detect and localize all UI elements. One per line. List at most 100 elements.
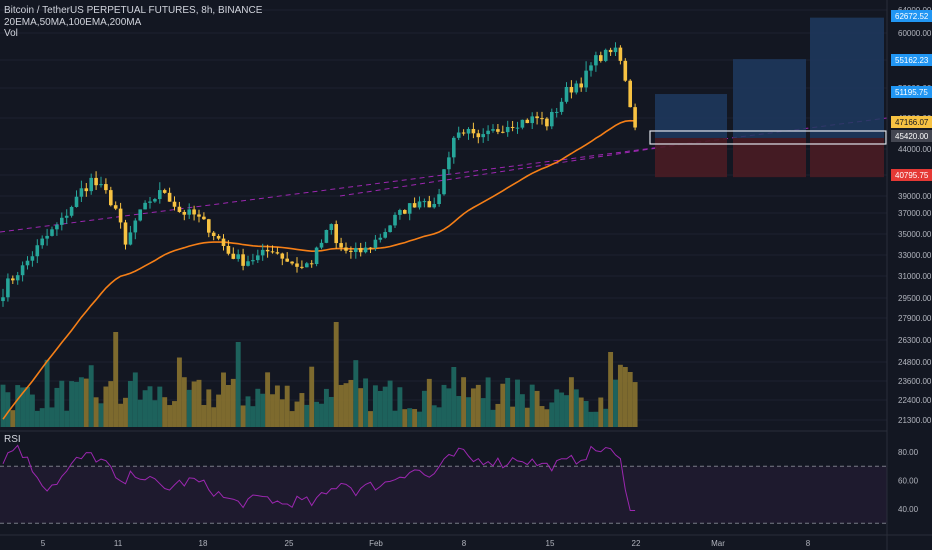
candle-body xyxy=(422,201,427,203)
volume-bar xyxy=(260,393,266,427)
candle xyxy=(265,244,270,258)
volume-bar xyxy=(446,388,452,427)
candle xyxy=(559,97,564,115)
price-tag-label: 55162.23 xyxy=(895,56,929,65)
volume-bar xyxy=(583,400,589,427)
volume-bar xyxy=(421,390,427,427)
candle xyxy=(314,246,319,267)
candle-body xyxy=(388,225,392,233)
volume-bar xyxy=(44,359,50,427)
candle-body xyxy=(329,224,334,230)
candle-body xyxy=(398,210,402,215)
time-axis-label: 8 xyxy=(806,539,811,548)
volume-bar xyxy=(294,401,300,427)
candle xyxy=(496,124,500,135)
volume-bar xyxy=(29,394,35,427)
candle-body xyxy=(456,132,461,138)
volume-bar xyxy=(613,379,618,427)
candle xyxy=(197,209,201,223)
time-axis-label: 8 xyxy=(462,539,467,548)
candle-body xyxy=(113,205,118,209)
candle xyxy=(383,228,387,239)
candle-body xyxy=(280,253,285,259)
volume-bar xyxy=(598,397,604,427)
candle xyxy=(339,237,343,252)
volume-bar xyxy=(289,411,295,427)
candle-body xyxy=(628,80,632,108)
volume-bar xyxy=(353,360,359,427)
candle-body xyxy=(251,260,255,262)
candle xyxy=(466,127,471,140)
candle-body xyxy=(471,128,476,134)
trendline-mid xyxy=(339,142,691,197)
volume-bar xyxy=(113,332,119,427)
volume-bar xyxy=(142,390,148,427)
candle-body xyxy=(354,247,358,252)
candle-body xyxy=(216,235,221,239)
candle-body xyxy=(260,249,265,256)
candle xyxy=(15,271,20,285)
candle-body xyxy=(412,203,417,208)
candle xyxy=(349,246,353,259)
volume-bar xyxy=(539,406,545,427)
volume-bar xyxy=(274,385,280,427)
candle xyxy=(35,239,40,264)
volume-bar xyxy=(333,322,339,427)
candle xyxy=(69,205,74,218)
candle xyxy=(378,233,383,243)
candle xyxy=(510,121,515,132)
volume-bar xyxy=(59,380,65,427)
candle-body xyxy=(231,253,236,259)
volume-bar xyxy=(167,405,173,427)
volume-bar xyxy=(34,410,40,427)
candle xyxy=(447,151,451,175)
price-axis-label: 44000.00 xyxy=(898,145,932,154)
candle xyxy=(368,247,373,253)
candle xyxy=(202,212,206,220)
candle xyxy=(216,234,221,241)
rsi-line xyxy=(2,444,636,511)
volume-bar xyxy=(211,407,217,427)
volume-bar xyxy=(402,409,408,427)
volume-bar xyxy=(466,397,471,427)
candle xyxy=(192,205,196,221)
candle-body xyxy=(427,201,432,208)
rsi-band xyxy=(0,466,887,524)
candle xyxy=(94,171,98,190)
candle xyxy=(231,247,236,260)
candle xyxy=(50,226,54,237)
candle xyxy=(491,124,495,133)
candle xyxy=(153,197,157,203)
candle xyxy=(545,117,549,131)
candle xyxy=(113,201,118,211)
candle xyxy=(324,229,329,244)
volume-bar xyxy=(206,389,212,427)
candle xyxy=(319,239,324,250)
volume-bar xyxy=(299,393,305,427)
volume-bar xyxy=(132,372,138,427)
candle xyxy=(530,112,534,130)
volume-bar xyxy=(470,388,476,427)
candle-body xyxy=(60,217,64,225)
candle xyxy=(128,225,133,246)
candle-body xyxy=(349,250,353,252)
candle-body xyxy=(158,190,162,200)
candle-body xyxy=(275,252,280,254)
candle xyxy=(422,198,427,208)
candle xyxy=(603,48,608,63)
candle xyxy=(109,186,113,207)
volume-bar xyxy=(10,410,16,427)
candle-body xyxy=(309,263,314,265)
volume-bar xyxy=(417,411,422,427)
volume-bar xyxy=(20,387,26,427)
candle xyxy=(305,261,309,268)
candle-body xyxy=(20,265,25,276)
candle-body xyxy=(599,55,603,61)
candle-body xyxy=(265,249,270,252)
candle xyxy=(270,245,275,254)
volume-bar xyxy=(554,389,560,427)
candle xyxy=(251,253,255,265)
volume-bar xyxy=(118,403,124,427)
candle xyxy=(246,255,250,267)
